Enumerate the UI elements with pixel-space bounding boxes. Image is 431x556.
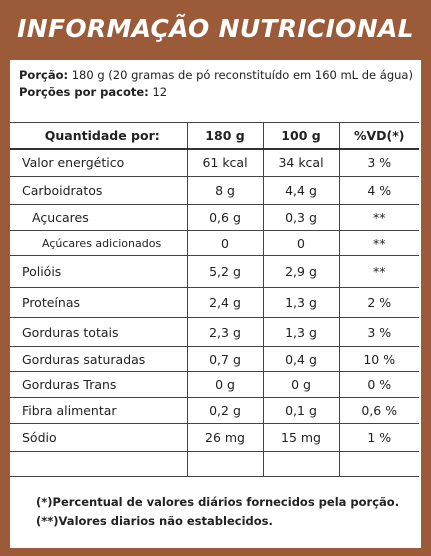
column-header: 100 g (262, 122, 340, 150)
nutrient-name: Açucares (10, 204, 188, 231)
nutrient-value: ** (338, 255, 419, 288)
nutrient-value: 61 kcal (186, 148, 264, 177)
column-header: 180 g (186, 122, 264, 150)
nutrient-name: Valor energético (10, 148, 188, 177)
column-header: Quantidade por: (10, 122, 188, 150)
empty-cell (10, 451, 188, 477)
nutrient-value: 0,6 % (338, 397, 419, 424)
nutrient-value: 2,4 g (186, 287, 264, 318)
table-row: Açúcares adicionados 0 0 ** (10, 230, 419, 256)
nutrient-name: Sódio (10, 423, 188, 452)
table-row: Açucares 0,6 g 0,3 g ** (10, 204, 419, 231)
nutrient-value: 26 mg (186, 423, 264, 452)
nutrient-value: 4,4 g (262, 176, 340, 205)
nutrition-table: Quantidade por: 180 g 100 g %VD(*) Valor en… (10, 122, 419, 477)
nutrient-value: 1 % (338, 423, 419, 452)
table-row: Fibra alimentar 0,2 g 0,1 g 0,6 % (10, 397, 419, 424)
nutrient-value: 0,3 g (262, 204, 340, 231)
nutrient-value: 10 % (338, 346, 419, 372)
per-package-line: Porções por pacote: 12 (19, 85, 167, 99)
empty-cell (338, 451, 419, 477)
empty-cell (262, 451, 340, 477)
nutrient-value: 3 % (338, 317, 419, 347)
per-package-label: Porções por pacote: (19, 85, 149, 99)
nutrient-value: 2,9 g (262, 255, 340, 288)
nutrient-value: 0,2 g (186, 397, 264, 424)
portion-line: Porção: 180 g (20 gramas de pó reconstit… (19, 68, 413, 82)
portion-value: 180 g (20 gramas de pó reconstituído em … (71, 68, 413, 82)
per-package-value: 12 (152, 85, 168, 99)
nutrient-name: Gorduras saturadas (10, 346, 188, 372)
empty-cell (186, 451, 264, 477)
nutrient-value: ** (338, 204, 419, 231)
nutrient-value: 5,2 g (186, 255, 264, 288)
nutrient-value: 0,6 g (186, 204, 264, 231)
footnote: (**)Valores diarios não establecidos. (36, 514, 273, 528)
title: INFORMAÇÃO NUTRICIONAL (17, 14, 414, 43)
table-row: Gorduras saturadas 0,7 g 0,4 g 10 % (10, 346, 419, 372)
nutrient-name: Polióis (10, 255, 188, 288)
nutrient-value: ** (338, 230, 419, 256)
table-row: Sódio 26 mg 15 mg 1 % (10, 423, 419, 452)
nutrient-value: 0 (186, 230, 264, 256)
nutrient-value: 0,4 g (262, 346, 340, 372)
nutrient-value: 1,3 g (262, 287, 340, 318)
nutrient-value: 0 g (186, 371, 264, 398)
nutrient-value: 0 (262, 230, 340, 256)
table-row: Valor energético 61 kcal 34 kcal 3 % (10, 148, 419, 177)
nutrient-name: Fibra alimentar (10, 397, 188, 424)
footnote: (*)Percentual de valores diários forneci… (36, 495, 400, 509)
nutrient-value: 8 g (186, 176, 264, 205)
nutrient-name: Gorduras Trans (10, 371, 188, 398)
nutrient-value: 4 % (338, 176, 419, 205)
nutrient-value: 34 kcal (262, 148, 340, 177)
panel: Porção: 180 g (20 gramas de pó reconstit… (10, 60, 421, 548)
nutrient-value: 0 g (262, 371, 340, 398)
nutrient-name: Açúcares adicionados (10, 230, 188, 256)
table-row: Polióis 5,2 g 2,9 g ** (10, 255, 419, 288)
header-row: Quantidade por: 180 g 100 g %VD(*) (10, 122, 419, 150)
portion-label: Porção: (19, 68, 69, 82)
nutrient-name: Gorduras totais (10, 317, 188, 347)
nutrient-name: Carboidratos (10, 176, 188, 205)
nutrient-value: 2,3 g (186, 317, 264, 347)
nutrient-value: 3 % (338, 148, 419, 177)
nutrient-name: Proteínas (10, 287, 188, 318)
nutrient-value: 0 % (338, 371, 419, 398)
nutrient-value: 15 mg (262, 423, 340, 452)
nutrient-value: 0,7 g (186, 346, 264, 372)
empty-row (10, 451, 419, 477)
nutrient-value: 1,3 g (262, 317, 340, 347)
nutrient-value: 2 % (338, 287, 419, 318)
nutrient-value: 0,1 g (262, 397, 340, 424)
column-header: %VD(*) (338, 122, 419, 150)
